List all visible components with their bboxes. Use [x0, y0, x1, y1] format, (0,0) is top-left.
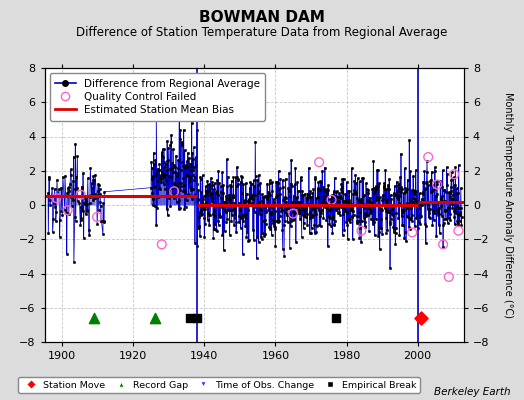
Point — [445, 274, 453, 280]
Point — [408, 229, 417, 236]
Point — [332, 315, 340, 321]
Legend: Difference from Regional Average, Quality Control Failed, Estimated Station Mean: Difference from Regional Average, Qualit… — [50, 73, 265, 120]
Text: BOWMAN DAM: BOWMAN DAM — [199, 10, 325, 25]
Point — [77, 192, 85, 198]
Point — [328, 197, 336, 203]
Point — [158, 241, 166, 248]
Point — [417, 315, 425, 321]
Point — [433, 181, 441, 188]
Point — [424, 154, 432, 160]
Legend: Station Move, Record Gap, Time of Obs. Change, Empirical Break: Station Move, Record Gap, Time of Obs. C… — [18, 377, 420, 393]
Point — [454, 228, 463, 234]
Text: Berkeley Earth: Berkeley Earth — [434, 387, 511, 397]
Point — [315, 159, 323, 165]
Point — [52, 195, 60, 201]
Point — [150, 315, 159, 321]
Point — [289, 210, 298, 217]
Text: Difference of Station Temperature Data from Regional Average: Difference of Station Temperature Data f… — [77, 26, 447, 39]
Y-axis label: Monthly Temperature Anomaly Difference (°C): Monthly Temperature Anomaly Difference (… — [503, 92, 513, 318]
Point — [186, 315, 194, 321]
Point — [63, 207, 72, 213]
Point — [193, 315, 202, 321]
Point — [93, 214, 101, 220]
Point — [357, 228, 366, 234]
Point — [170, 188, 178, 194]
Point — [439, 241, 447, 248]
Point — [90, 315, 99, 321]
Point — [450, 171, 458, 177]
